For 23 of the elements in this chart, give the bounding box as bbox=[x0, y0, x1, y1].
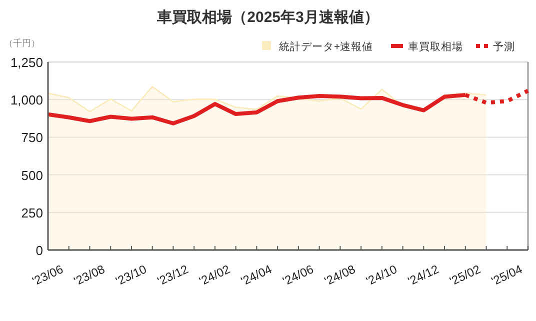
legend-label: 車買取相場 bbox=[408, 40, 463, 53]
x-tick-label: '25/02 bbox=[447, 262, 483, 288]
x-tick-label: '24/10 bbox=[364, 262, 400, 288]
x-tick-label: '24/02 bbox=[197, 262, 233, 288]
x-tick-label: '23/06 bbox=[30, 262, 66, 288]
x-tick-label: '23/08 bbox=[72, 262, 108, 288]
x-tick-label: '24/08 bbox=[322, 262, 358, 288]
y-axis-title: （千円） bbox=[4, 38, 40, 48]
chart-title: 車買取相場（2025年3月速報値） bbox=[156, 9, 379, 26]
x-tick-label: '24/06 bbox=[280, 262, 316, 288]
y-tick-label: 750 bbox=[21, 130, 43, 146]
x-tick-label: '24/12 bbox=[406, 262, 442, 288]
y-tick-label: 1,000 bbox=[10, 92, 43, 108]
legend-label: 統計データ+速報値 bbox=[279, 40, 374, 53]
x-tick-label: '23/10 bbox=[114, 262, 150, 288]
x-tick-label: '23/12 bbox=[155, 262, 191, 288]
y-tick-label: 500 bbox=[21, 168, 43, 183]
legend-label: 予測 bbox=[493, 41, 515, 53]
y-tick-label: 1,250 bbox=[10, 55, 43, 70]
y-tick-label: 250 bbox=[21, 205, 43, 220]
y-tick-label: 0 bbox=[36, 243, 43, 258]
x-tick-label: '25/04 bbox=[489, 262, 525, 288]
x-tick-label: '24/04 bbox=[238, 262, 274, 288]
